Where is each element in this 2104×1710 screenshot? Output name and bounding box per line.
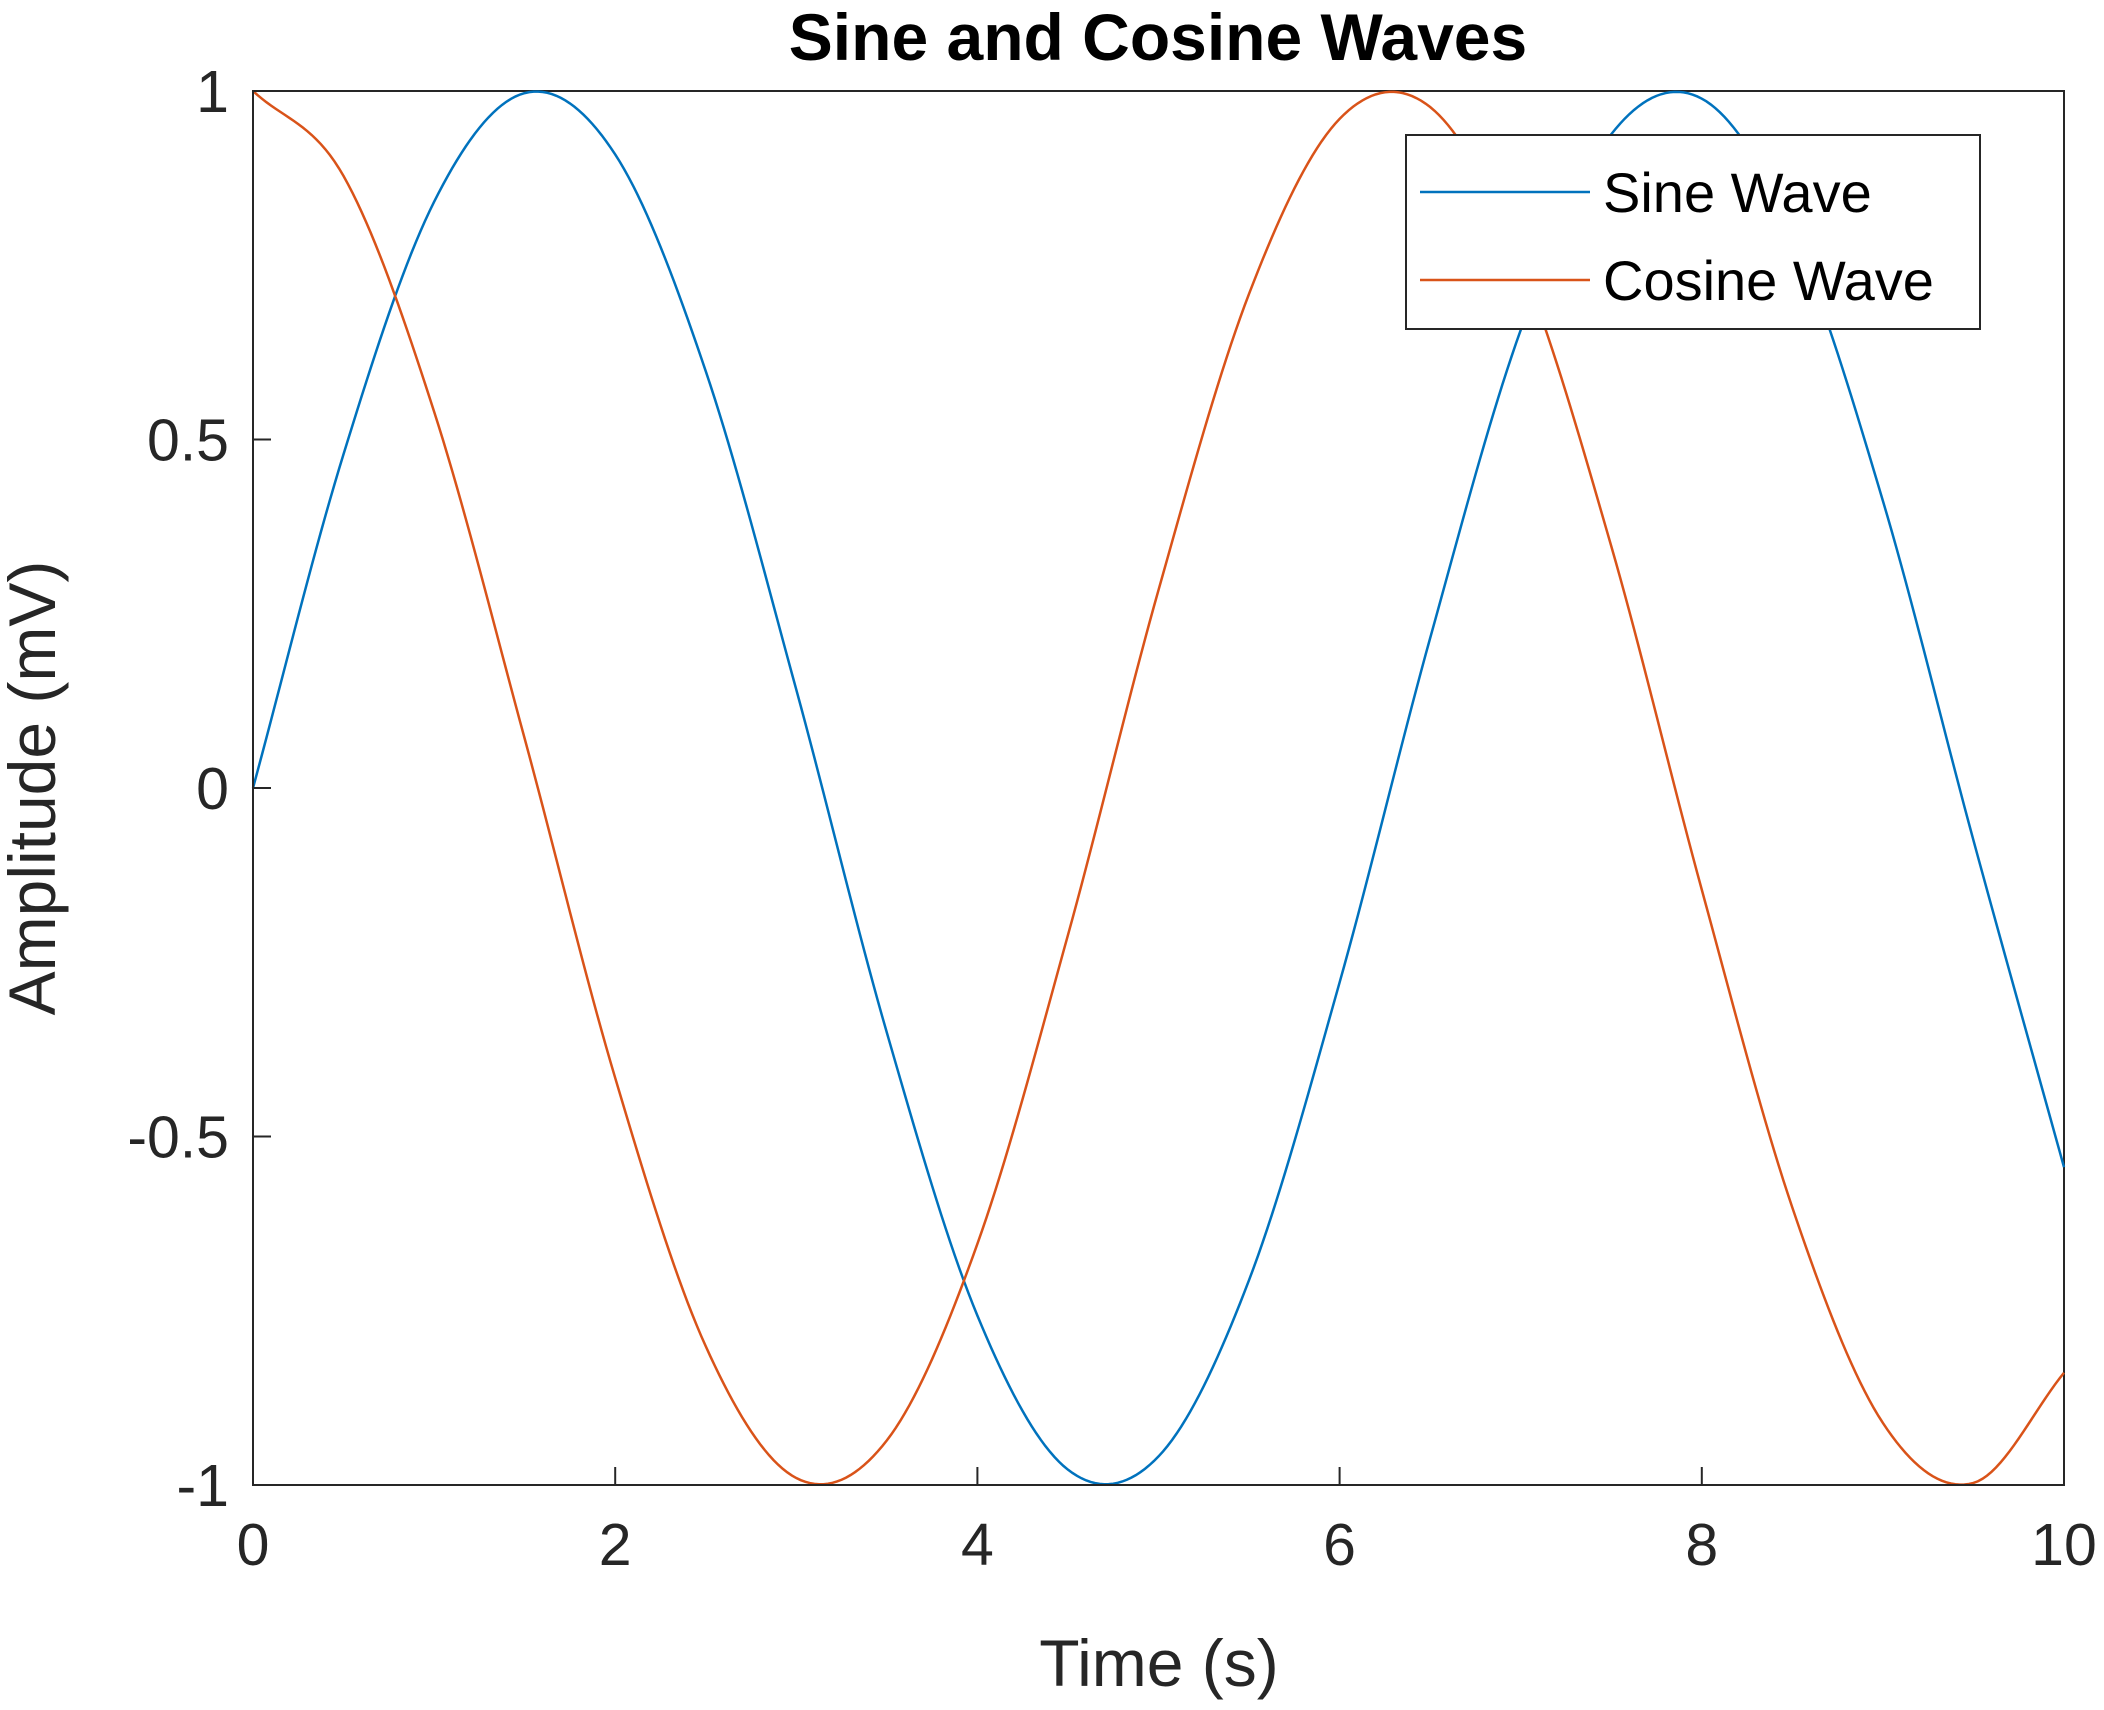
x-tick-label: 0 xyxy=(237,1512,270,1578)
chart-title: Sine and Cosine Waves xyxy=(789,0,1527,74)
x-ticks: 0 2 4 6 8 10 xyxy=(237,1467,2097,1578)
y-tick-label: 0.5 xyxy=(147,408,229,474)
y-tick-label: -1 xyxy=(177,1453,229,1519)
x-axis-label: Time (s) xyxy=(1039,1626,1279,1700)
x-tick-label: 6 xyxy=(1323,1512,1356,1578)
legend: Sine Wave Cosine Wave xyxy=(1405,134,1981,330)
y-axis-label: Amplitude (mV) xyxy=(0,561,69,1016)
x-tick-label: 2 xyxy=(599,1512,632,1578)
x-tick-label: 8 xyxy=(1685,1512,1718,1578)
legend-box xyxy=(1405,134,1981,330)
legend-label-cosine: Cosine Wave xyxy=(1603,249,1934,312)
x-tick-label: 4 xyxy=(961,1512,994,1578)
y-tick-label: 1 xyxy=(196,59,229,125)
y-tick-label: 0 xyxy=(196,756,229,822)
legend-label-sine: Sine Wave xyxy=(1603,161,1872,224)
y-ticks: -1 -0.5 0 0.5 1 xyxy=(127,59,271,1519)
y-tick-label: -0.5 xyxy=(127,1105,229,1171)
x-tick-label: 10 xyxy=(2031,1512,2097,1578)
series-line-cosine-wave xyxy=(252,90,2065,1486)
